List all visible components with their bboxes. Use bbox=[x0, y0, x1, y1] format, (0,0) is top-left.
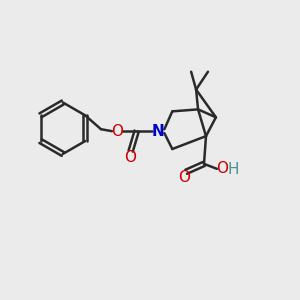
Text: H: H bbox=[228, 162, 239, 177]
Text: O: O bbox=[111, 124, 123, 139]
Text: O: O bbox=[178, 170, 190, 185]
Text: N: N bbox=[152, 124, 165, 139]
Text: O: O bbox=[124, 150, 136, 165]
Text: O: O bbox=[216, 161, 228, 176]
